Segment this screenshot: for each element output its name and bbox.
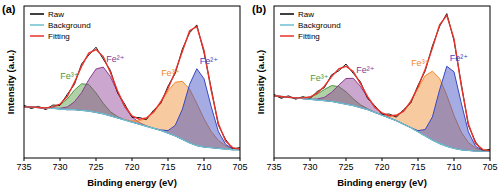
- peak-label: Fe³⁺: [161, 68, 180, 78]
- legend-swatch: [30, 13, 44, 15]
- panel-title: (a): [2, 3, 16, 15]
- x-tick-label: 720: [124, 162, 139, 172]
- legend-swatch: [280, 24, 294, 26]
- legend-swatch: [280, 13, 294, 15]
- x-tick: [382, 158, 383, 161]
- series-line: [24, 25, 240, 149]
- legend: Raw Background Fitting: [30, 10, 91, 41]
- x-tick: [240, 158, 241, 161]
- x-tick: [96, 158, 97, 161]
- legend-swatch: [30, 24, 44, 26]
- x-tick: [60, 158, 61, 161]
- x-tick: [24, 158, 25, 161]
- x-tick-label: 725: [88, 162, 103, 172]
- x-tick-label: 715: [410, 162, 425, 172]
- peak-label: Fe²⁺: [106, 54, 125, 64]
- panel: Fe³⁺ Fe²⁺ Fe³⁺ Fe²⁺ 735 730 725 720 715 710 705 Bin…: [252, 3, 498, 188]
- x-tick: [418, 158, 419, 161]
- legend-label: Fitting: [298, 32, 320, 41]
- series-line: [274, 15, 490, 150]
- peak-curve: [24, 69, 240, 150]
- x-tick-label: 710: [196, 162, 211, 172]
- peak-label: Fe²⁺: [356, 65, 375, 75]
- legend-label: Background: [48, 21, 91, 30]
- panel-title: (b): [252, 3, 266, 15]
- peak-label: Fe³⁺: [310, 73, 329, 83]
- legend: Raw Background Fitting: [280, 10, 341, 41]
- peak-curve: [274, 66, 490, 151]
- x-tick: [168, 158, 169, 161]
- x-tick: [454, 158, 455, 161]
- x-tick-label: 705: [482, 162, 497, 172]
- legend-label: Background: [298, 21, 341, 30]
- series-line: [274, 14, 490, 151]
- figure: Fe³⁺ Fe²⁺ Fe³⁺ Fe²⁺ 735 730 725 720 715 710 705 Bin…: [0, 0, 500, 193]
- x-axis-title: Binding energy (eV): [87, 177, 177, 188]
- x-axis-title: Binding energy (eV): [337, 177, 427, 188]
- panel: Fe³⁺ Fe²⁺ Fe³⁺ Fe²⁺ 735 730 725 720 715 710 705 Bin…: [2, 3, 248, 188]
- y-axis-title: Intensity (a.u.): [5, 50, 16, 114]
- plot-frame: [274, 6, 490, 158]
- x-tick: [490, 158, 491, 161]
- x-tick-label: 705: [232, 162, 247, 172]
- series-line: [274, 96, 490, 151]
- x-tick: [274, 158, 275, 161]
- x-tick: [204, 158, 205, 161]
- peak-label: Fe²⁺: [200, 56, 219, 66]
- peak-area: [24, 69, 240, 150]
- x-tick-label: 735: [16, 162, 31, 172]
- x-tick-label: 730: [302, 162, 317, 172]
- legend-label: Raw: [298, 10, 314, 19]
- peak-area: [274, 66, 490, 151]
- peak-label: Fe³⁺: [411, 58, 430, 68]
- plot-area: [24, 25, 240, 150]
- plot-area: [274, 14, 490, 151]
- peak-area: [24, 67, 240, 150]
- plot-frame: [24, 6, 240, 158]
- x-tick-label: 730: [52, 162, 67, 172]
- x-tick: [346, 158, 347, 161]
- x-tick-label: 725: [338, 162, 353, 172]
- x-tick: [132, 158, 133, 161]
- x-tick-label: 720: [374, 162, 389, 172]
- x-tick-label: 715: [160, 162, 175, 172]
- peak-label: Fe²⁺: [450, 53, 469, 63]
- peak-label: Fe³⁺: [60, 71, 79, 81]
- x-tick-label: 735: [266, 162, 281, 172]
- legend-label: Fitting: [48, 32, 70, 41]
- legend-swatch: [280, 35, 294, 37]
- x-tick-label: 710: [446, 162, 461, 172]
- legend-swatch: [30, 35, 44, 37]
- legend-label: Raw: [48, 10, 64, 19]
- series-line: [24, 107, 240, 150]
- y-axis-title: Intensity (a.u.): [255, 50, 266, 114]
- peak-curve: [24, 67, 240, 150]
- x-tick: [310, 158, 311, 161]
- series-line: [24, 27, 240, 150]
